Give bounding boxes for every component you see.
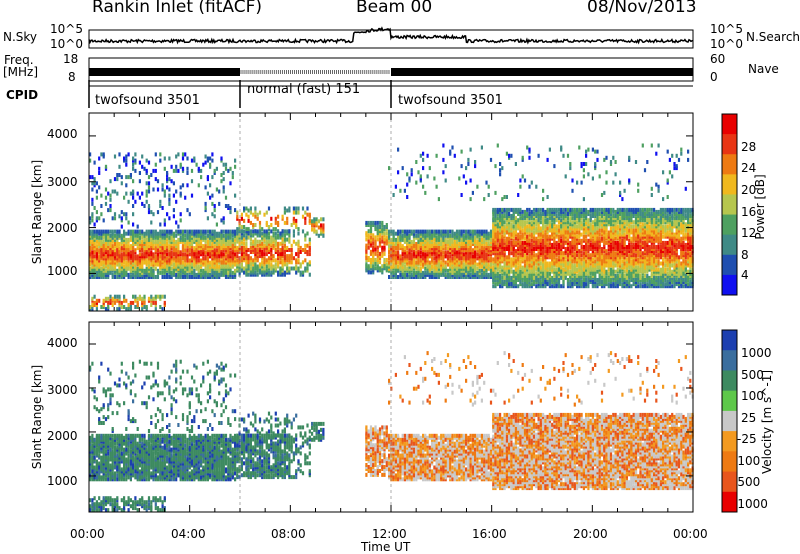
power-cbar-tick-4: 4 xyxy=(741,268,749,282)
power-ytick-1000: 1000 xyxy=(47,264,78,278)
power-colorbar-swatch xyxy=(722,154,737,175)
velocity-colorbar-swatch xyxy=(722,451,737,473)
velocity-cbar-tick-500: 500 xyxy=(741,368,764,382)
freq-band-1 xyxy=(89,68,240,76)
velocity-cbar-tick-m25: -25 xyxy=(737,432,757,446)
x-tick-2: 08:00 xyxy=(271,527,306,541)
freq-unit: [MHz] xyxy=(3,65,39,79)
velocity-colorbar-swatch xyxy=(722,370,737,392)
power-cbar-tick-12: 12 xyxy=(741,226,757,240)
velocity-cbar-tick-m500: -500 xyxy=(733,475,761,489)
velocity-colorbar-swatch xyxy=(722,491,737,513)
nsky-strip-frame xyxy=(88,29,694,49)
freq-tick-bottom: 8 xyxy=(68,70,76,84)
panel-velocity-border xyxy=(88,321,694,513)
power-ytick-4000: 4000 xyxy=(47,127,78,141)
x-tick-1: 04:00 xyxy=(171,527,206,541)
nsearch-label: N.Search xyxy=(746,30,800,44)
cpid-segment-1: twofsound 3501 xyxy=(95,93,200,108)
x-tick-3: 12:00 xyxy=(372,527,407,541)
freq-label: Freq. xyxy=(4,53,34,67)
power-colorbar-swatch xyxy=(722,134,737,155)
velocity-colorbar-swatch xyxy=(722,410,737,432)
date-title: 08/Nov/2013 xyxy=(587,0,697,17)
station-title: Rankin Inlet (fitACF) xyxy=(92,0,263,17)
power-colorbar-swatch xyxy=(722,114,737,135)
velocity-colorbar-swatch xyxy=(722,390,737,412)
freq-band-3 xyxy=(391,68,693,76)
nsky-line xyxy=(88,26,694,45)
power-colorbar-swatch xyxy=(722,214,737,236)
x-tick-4: 16:00 xyxy=(472,527,507,541)
panel-power-scatter xyxy=(89,143,694,312)
power-ytick-2000: 2000 xyxy=(47,221,78,235)
nsearch-tick-bottom: 10^0 xyxy=(710,37,743,51)
velocity-colorbar-swatch xyxy=(722,330,737,351)
velocity-colorbar-frame xyxy=(721,329,738,513)
cpid-label: CPID xyxy=(6,88,39,102)
power-cbar-tick-8: 8 xyxy=(741,248,749,262)
nsky-tick-top: 10^5 xyxy=(50,22,83,36)
velocity-ytick-4000: 4000 xyxy=(47,336,78,350)
power-colorbar-swatch xyxy=(722,234,737,256)
nave-tick-bottom: 0 xyxy=(710,70,718,84)
power-cbar-tick-28: 28 xyxy=(741,140,757,154)
x-tick-5: 20:00 xyxy=(573,527,608,541)
velocity-cbar-tick-100: 100 xyxy=(741,389,764,403)
power-colorbar-swatch xyxy=(722,194,737,216)
x-tick-0: 00:00 xyxy=(70,527,105,541)
power-colorbar-swatch xyxy=(722,254,737,276)
nsky-tick-bottom: 10^0 xyxy=(50,37,83,51)
velocity-colorbar-swatch xyxy=(722,350,737,371)
beam-title: Beam 00 xyxy=(356,0,433,17)
velocity-ytick-2000: 2000 xyxy=(47,429,78,443)
nsky-label: N.Sky xyxy=(3,30,38,44)
nsearch-tick-top: 10^5 xyxy=(710,22,743,36)
velocity-ytick-3000: 3000 xyxy=(47,383,78,397)
panel-power-border xyxy=(88,112,694,312)
x-axis-label: Time UT xyxy=(361,540,411,554)
panel-velocity-scatter xyxy=(89,351,694,513)
power-ytick-3000: 3000 xyxy=(47,175,78,189)
velocity-cbar-tick-m100: -100 xyxy=(733,454,761,468)
power-cbar-tick-24: 24 xyxy=(741,161,757,175)
power-colorbar-swatch xyxy=(722,174,737,195)
power-cbar-tick-20: 20 xyxy=(741,183,757,197)
velocity-cbar-tick-1000: 1000 xyxy=(741,346,772,360)
x-tick-6: 00:00 xyxy=(673,527,708,541)
power-cbar-tick-16: 16 xyxy=(741,205,757,219)
power-colorbar-frame xyxy=(721,113,738,296)
nave-tick-top: 60 xyxy=(710,52,726,66)
velocity-ytick-1000: 1000 xyxy=(47,474,78,488)
velocity-colorbar-swatch xyxy=(722,431,737,452)
cpid-segment-3: twofsound 3501 xyxy=(398,93,503,108)
velocity-cbar-tick-25: 25 xyxy=(741,411,757,425)
freq-tick-top: 18 xyxy=(63,52,79,66)
velocity-cbar-tick-m1000: -1000 xyxy=(733,497,768,511)
velocity-colorbar-swatch xyxy=(722,471,737,493)
nave-label: Nave xyxy=(748,62,779,76)
power-colorbar-swatch xyxy=(722,274,737,296)
